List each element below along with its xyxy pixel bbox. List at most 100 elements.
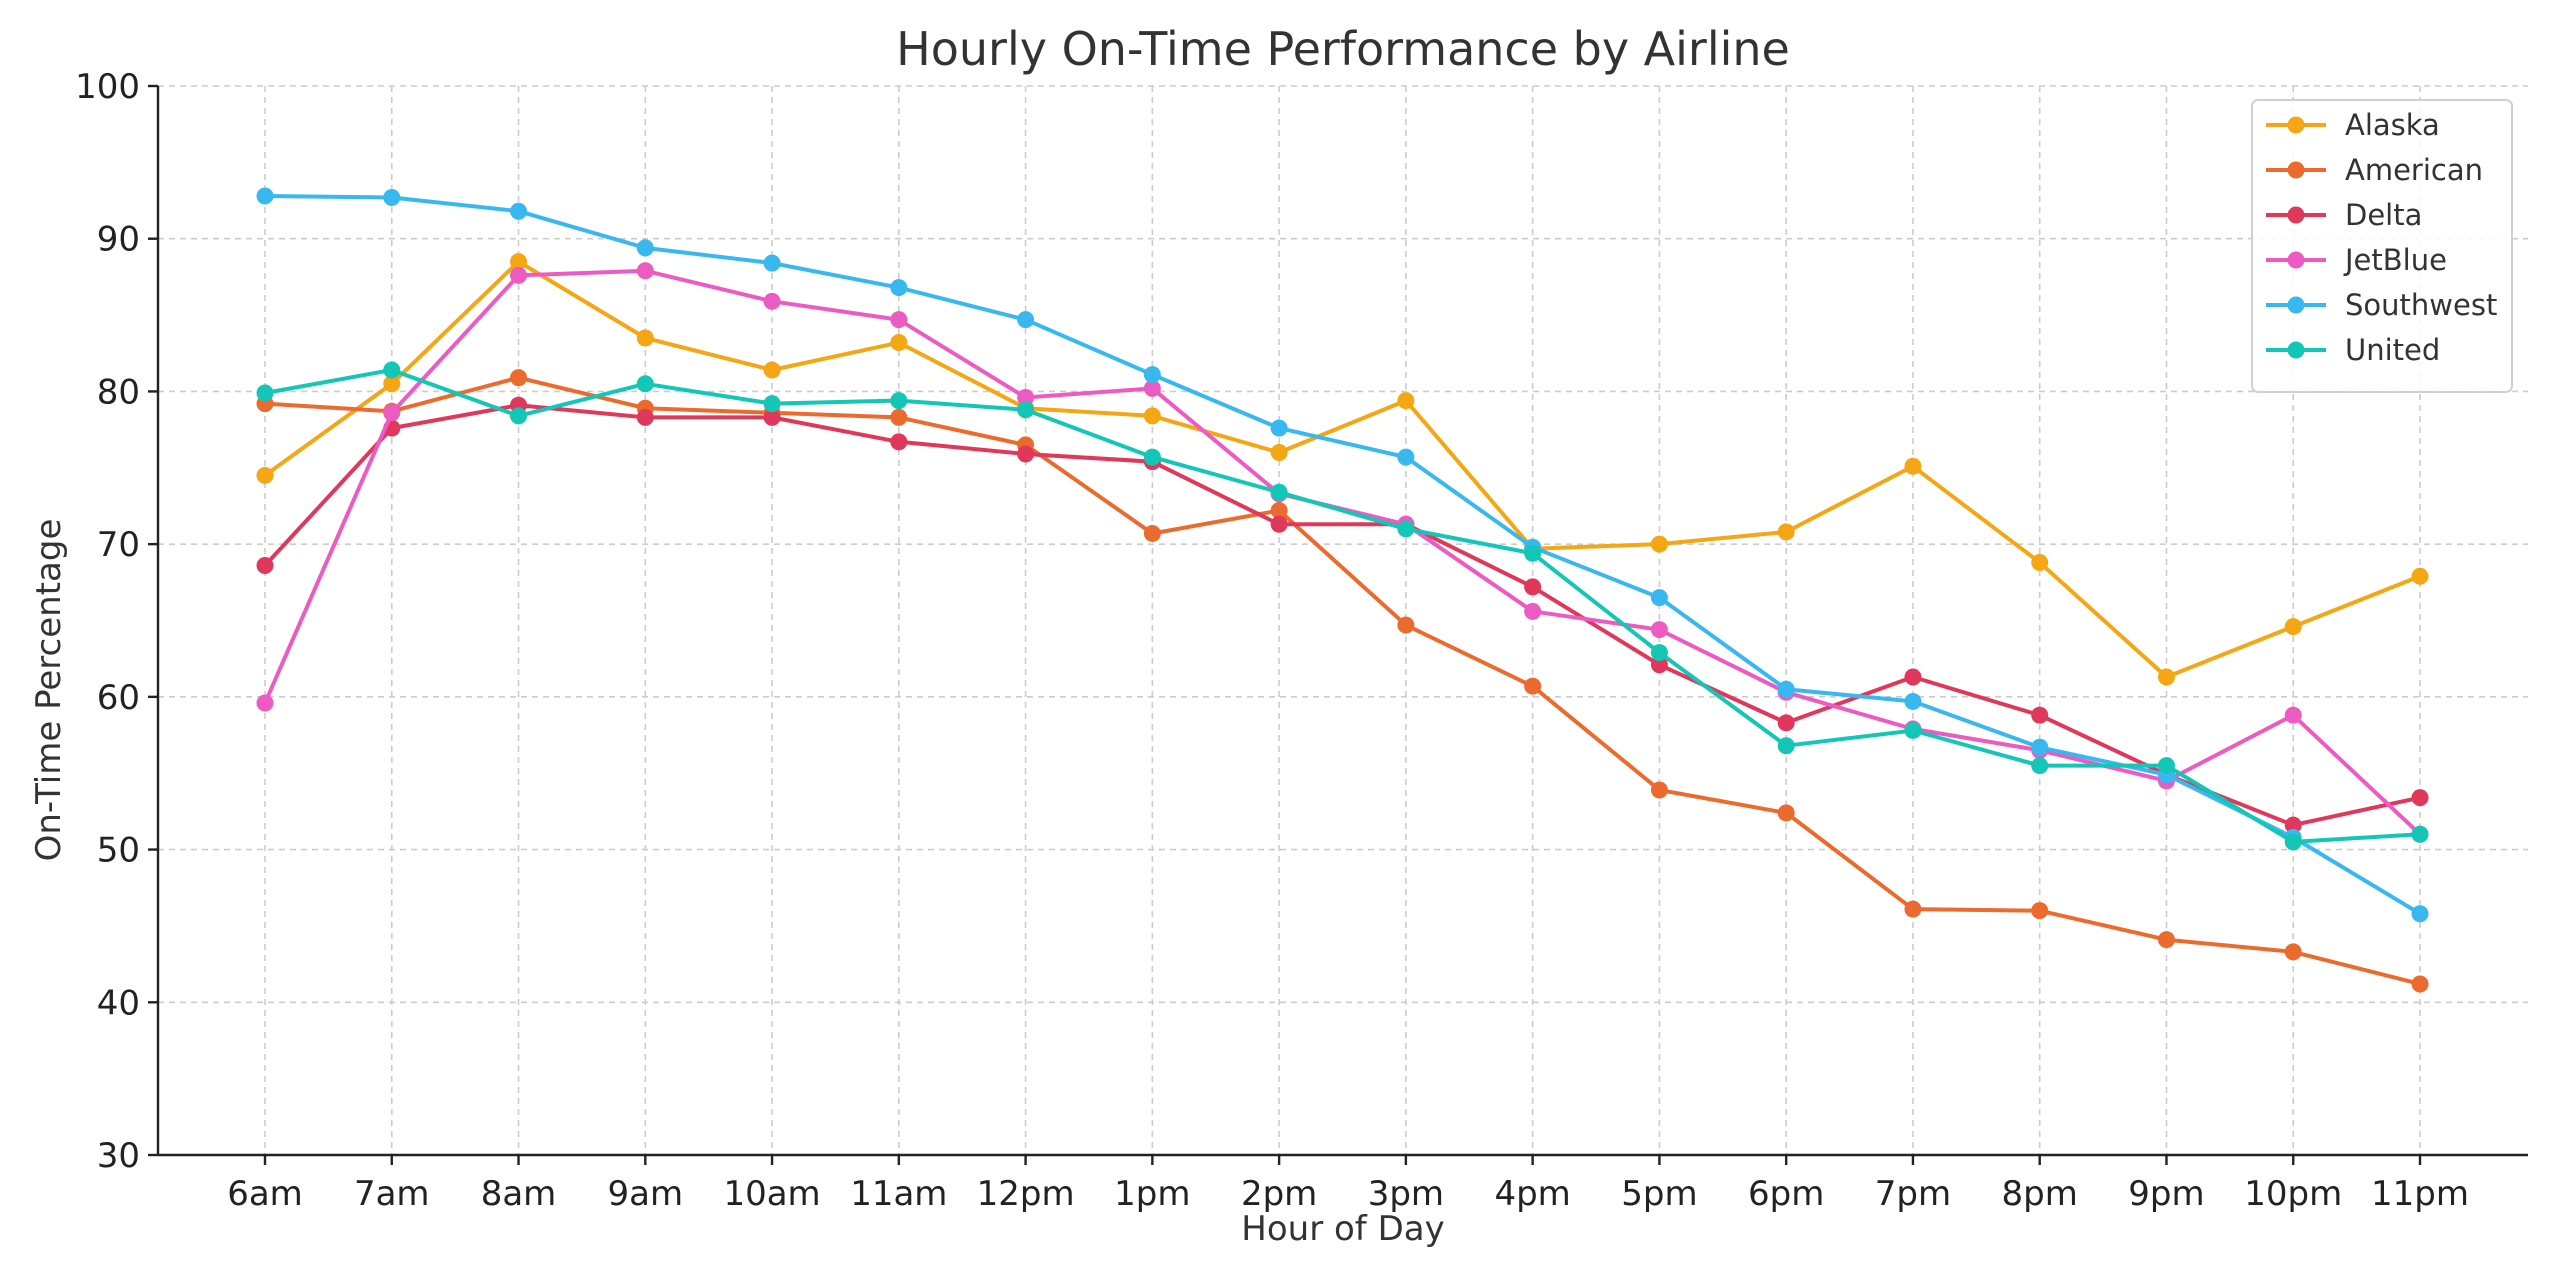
data-point-delta — [636, 408, 654, 426]
x-tick-label: 4pm — [1494, 1174, 1570, 1214]
series-line-southwest — [263, 194, 2422, 916]
data-point-american — [1143, 524, 1161, 542]
data-point-united — [1017, 401, 1035, 419]
data-point-alaska — [510, 253, 528, 271]
data-point-jetblue — [256, 694, 274, 712]
data-point-southwest — [1397, 448, 1415, 466]
data-point-united — [1397, 520, 1415, 538]
data-point-southwest — [763, 254, 781, 272]
y-tick-label: 50 — [97, 831, 140, 871]
data-point-southwest — [1143, 366, 1161, 384]
data-point-alaska — [1397, 392, 1415, 410]
legend-marker — [2287, 161, 2305, 179]
data-point-delta — [1650, 656, 1668, 674]
chart-title: Hourly On-Time Performance by Airline — [896, 22, 1790, 76]
data-point-southwest — [383, 188, 401, 206]
x-tick-label: 10pm — [2244, 1174, 2342, 1214]
y-axis-label: On-Time Percentage — [29, 519, 69, 862]
data-point-delta — [2031, 706, 2049, 724]
x-tick-label: 6pm — [1748, 1174, 1824, 1214]
x-tick-label: 1pm — [1114, 1174, 1190, 1214]
data-point-united — [1650, 644, 1668, 662]
data-point-delta — [1904, 668, 1922, 686]
data-point-alaska — [763, 361, 781, 379]
legend-label: United — [2345, 333, 2440, 367]
y-tick-label: 90 — [97, 220, 140, 260]
data-point-delta — [1017, 445, 1035, 463]
data-point-southwest — [2411, 905, 2429, 923]
legend-marker — [2287, 341, 2305, 359]
data-point-american — [2031, 902, 2049, 920]
legend-marker — [2287, 116, 2305, 134]
legend: Alaska American Delta JetBlue Southwest Unite… — [2251, 99, 2513, 393]
data-point-alaska — [1904, 457, 1922, 475]
data-point-alaska — [383, 375, 401, 393]
data-point-united — [2157, 757, 2175, 775]
x-tick-label: 9am — [607, 1174, 683, 1214]
data-point-delta — [890, 433, 908, 451]
series-line-american — [263, 375, 2422, 986]
x-tick-label: 2pm — [1241, 1174, 1317, 1214]
data-point-united — [383, 361, 401, 379]
x-tick-label: 11am — [850, 1174, 947, 1214]
data-point-alaska — [2284, 618, 2302, 636]
data-point-southwest — [636, 239, 654, 257]
axes — [148, 84, 2528, 1165]
data-point-jetblue — [1017, 389, 1035, 407]
data-point-delta — [1270, 515, 1288, 533]
data-point-southwest — [1650, 589, 1668, 607]
legend-item-american: American — [2266, 153, 2483, 187]
legend-item-delta: Delta — [2266, 198, 2422, 232]
y-tick-label: 80 — [97, 372, 140, 412]
data-point-united — [256, 384, 274, 402]
y-tick-label: 100 — [75, 67, 140, 107]
data-point-united — [890, 392, 908, 410]
series-line-alaska — [263, 259, 2422, 679]
data-point-american — [890, 408, 908, 426]
data-point-southwest — [1777, 680, 1795, 698]
data-point-american — [1524, 677, 1542, 695]
data-point-southwest — [1017, 311, 1035, 329]
y-tick-label: 30 — [97, 1136, 140, 1176]
data-point-united — [636, 375, 654, 393]
legend-label: Delta — [2345, 198, 2422, 232]
x-tick-label: 12pm — [977, 1174, 1075, 1214]
data-point-united — [2411, 825, 2429, 843]
series-southwest — [256, 187, 2429, 923]
data-point-delta — [1524, 578, 1542, 596]
data-point-united — [1143, 448, 1161, 466]
data-point-alaska — [2411, 567, 2429, 585]
data-point-jetblue — [510, 266, 528, 284]
legend-label: Alaska — [2345, 108, 2440, 142]
data-point-alaska — [1777, 523, 1795, 541]
x-tick-label: 8am — [481, 1174, 557, 1214]
data-point-american — [2411, 975, 2429, 993]
x-tick-label: 8pm — [2002, 1174, 2078, 1214]
data-point-american — [2284, 943, 2302, 961]
y-tick-label: 70 — [97, 525, 140, 565]
legend-marker — [2287, 251, 2305, 269]
x-tick-label: 9pm — [2128, 1174, 2204, 1214]
x-tick-label: 11pm — [2371, 1174, 2469, 1214]
legend-item-alaska: Alaska — [2266, 108, 2440, 142]
data-point-alaska — [2031, 553, 2049, 571]
y-tick-label: 60 — [97, 678, 140, 718]
data-point-jetblue — [1524, 602, 1542, 620]
data-point-alaska — [890, 334, 908, 352]
series-united — [256, 361, 2429, 851]
series-line-delta — [263, 403, 2422, 828]
data-point-southwest — [510, 202, 528, 220]
data-point-united — [510, 407, 528, 425]
data-point-american — [1650, 781, 1668, 799]
data-point-american — [1777, 804, 1795, 822]
data-point-delta — [2284, 816, 2302, 834]
data-point-united — [763, 395, 781, 413]
legend-label: American — [2345, 153, 2483, 187]
series-line-united — [263, 368, 2422, 844]
data-point-united — [2031, 757, 2049, 775]
data-point-delta — [2411, 789, 2429, 807]
legend-item-united: United — [2266, 333, 2440, 367]
data-point-american — [1397, 616, 1415, 634]
legend-item-southwest: Southwest — [2266, 288, 2497, 322]
